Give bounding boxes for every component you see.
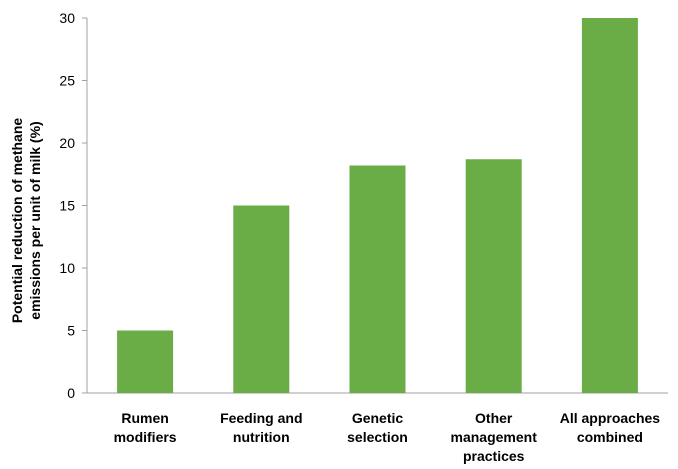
y-tick-label: 0 [67, 385, 75, 401]
x-category-label-line: nutrition [233, 429, 290, 445]
y-tick-label: 25 [59, 73, 75, 89]
bar-4 [465, 159, 522, 393]
x-category-label-line: Feeding and [220, 410, 302, 426]
y-axis-label: Potential reduction of methane emissions … [9, 118, 43, 324]
y-tick-label: 30 [59, 10, 75, 26]
x-category-label-line: modifiers [114, 429, 177, 445]
y-tick-label: 20 [59, 135, 75, 151]
y-axis-title: Potential reduction of methane emissions … [9, 118, 43, 324]
bar-5 [581, 18, 638, 393]
y-axis-title-line: Potential reduction of methane [9, 118, 25, 324]
x-category-label-line: combined [577, 429, 643, 445]
x-category-label-line: Rumen [121, 410, 168, 426]
x-category-label: Other management practices [451, 410, 538, 464]
x-axis-category-labels: Rumen modifiers Feeding and nutrition Geneti… [114, 410, 661, 464]
x-category-label: Genetic selection [347, 410, 408, 445]
bar-3 [349, 165, 406, 393]
x-category-label-line: All approaches [560, 410, 661, 426]
x-category-label-line: management [451, 429, 538, 445]
x-category-label-line: practices [463, 448, 525, 464]
x-category-label: Feeding and nutrition [220, 410, 302, 445]
x-category-label-line: selection [347, 429, 408, 445]
x-category-label: Rumen modifiers [114, 410, 177, 445]
x-category-label-line: Genetic [352, 410, 404, 426]
y-axis-title-line: emissions per unit of milk (%) [27, 121, 43, 319]
x-category-label-line: Other [475, 410, 513, 426]
y-axis-ticks: 0 5 10 15 20 25 30 [59, 10, 87, 401]
y-tick-label: 15 [59, 198, 75, 214]
y-tick-label: 10 [59, 260, 75, 276]
x-category-label: All approaches combined [560, 410, 661, 445]
bars [117, 18, 638, 393]
bar-2 [233, 205, 290, 393]
y-tick-label: 5 [67, 323, 75, 339]
bar-1 [117, 330, 174, 393]
